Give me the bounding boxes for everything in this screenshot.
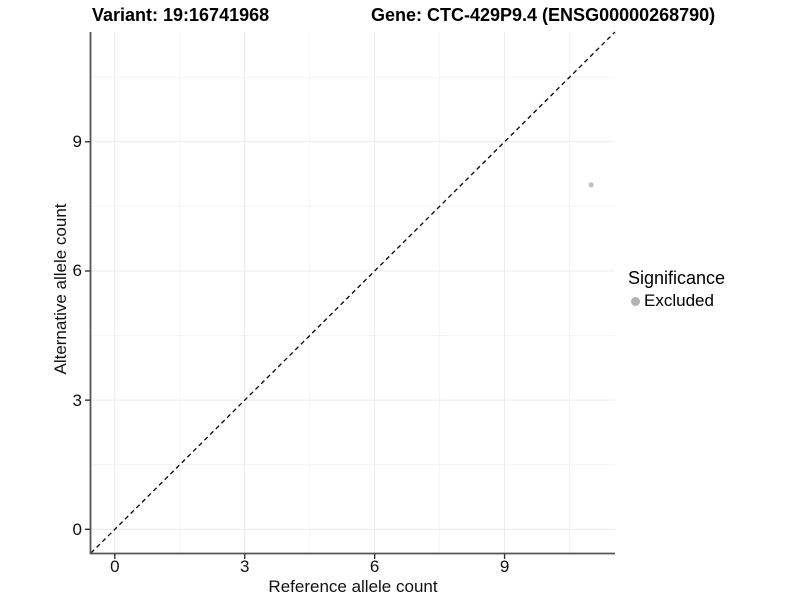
y-axis-tick-label: 6 xyxy=(72,261,82,281)
data-point-excluded xyxy=(588,182,594,188)
y-axis-tick-label: 0 xyxy=(72,519,82,539)
x-axis-title: Reference allele count xyxy=(268,577,438,596)
x-axis-tick-label: 0 xyxy=(110,557,120,576)
legend-point-icon xyxy=(631,296,640,306)
legend-item-label: Excluded xyxy=(644,291,714,310)
y-axis-tick-label: 9 xyxy=(72,132,82,152)
plot-title-gene: Gene: CTC-429P9.4 (ENSG00000268790) xyxy=(371,5,716,25)
legend-item-excluded: Excluded xyxy=(631,291,725,311)
y-axis-tick-label: 3 xyxy=(72,390,82,410)
x-axis-tick-label: 3 xyxy=(240,557,250,576)
identity-dashed-line xyxy=(90,31,616,554)
x-axis-tick-label: 6 xyxy=(369,557,380,576)
x-axis-tick-label: 9 xyxy=(499,557,510,576)
legend-title: Significance xyxy=(628,268,726,288)
y-axis-title: Alternative allele count xyxy=(51,203,70,375)
legend: Significance Excluded xyxy=(628,268,725,311)
plot-title-variant: Variant: 19:16741968 xyxy=(92,5,270,25)
